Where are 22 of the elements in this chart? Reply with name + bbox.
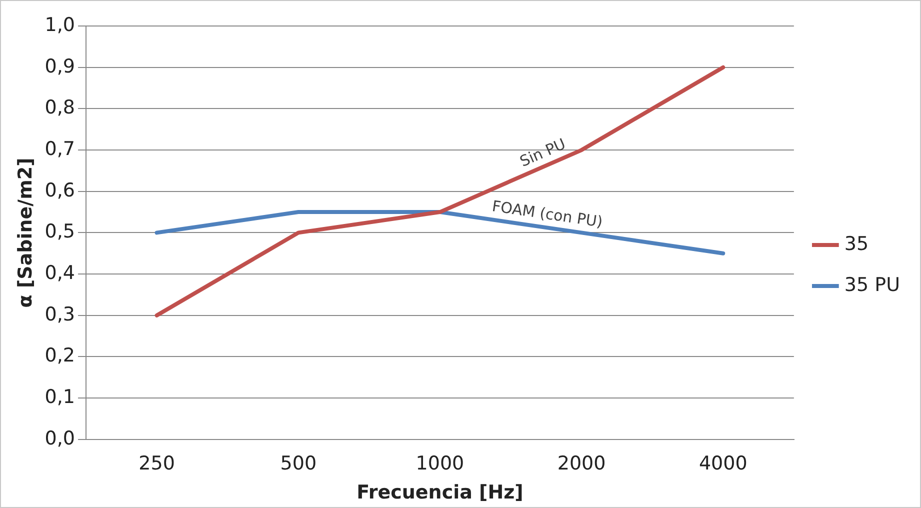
y-tick-label: 1,0 <box>44 14 76 36</box>
annotation: FOAM (con PU) <box>490 197 604 231</box>
annotation: Sin PU <box>517 134 568 170</box>
y-tick-label: 0,8 <box>44 96 76 119</box>
legend-label: 35 <box>844 232 869 255</box>
x-tick-label: 1000 <box>416 452 464 475</box>
x-tick-label: 4000 <box>698 452 748 475</box>
x-axis-title: Frecuencia [Hz] <box>356 482 524 504</box>
y-tick-label: 0,0 <box>44 427 76 450</box>
y-tick-label: 0,4 <box>44 262 76 284</box>
x-tick-label: 500 <box>280 452 317 475</box>
y-tick-label: 0,6 <box>44 179 76 202</box>
x-tick-label: 2000 <box>557 452 606 475</box>
x-tick-label: 250 <box>138 452 175 475</box>
y-tick-label: 0,1 <box>44 386 76 408</box>
y-tick-label: 0,9 <box>44 55 76 78</box>
y-tick-label: 0,5 <box>44 220 76 243</box>
legend-label: 35 PU <box>844 274 900 296</box>
y-axis-title: α [Sabine/m2] <box>14 158 36 308</box>
y-tick-label: 0,2 <box>44 344 76 367</box>
y-tick-label: 0,7 <box>44 138 76 160</box>
y-tick-label: 0,3 <box>44 303 76 326</box>
